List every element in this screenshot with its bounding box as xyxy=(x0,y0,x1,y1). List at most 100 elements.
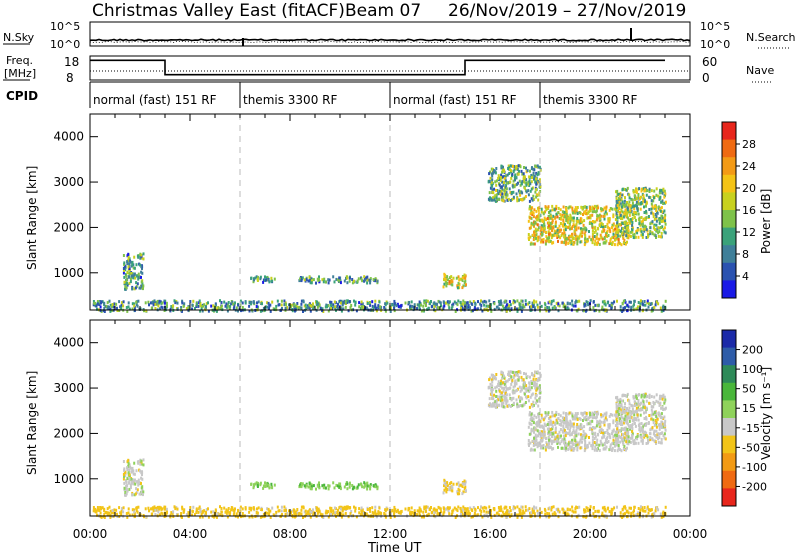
power-cell xyxy=(532,215,535,219)
power-cell xyxy=(362,305,364,309)
velocity-cell xyxy=(266,511,269,515)
velocity-cell xyxy=(596,421,599,425)
velocity-cell xyxy=(521,397,524,401)
velocity-cell xyxy=(631,404,634,408)
power-cell xyxy=(644,224,646,228)
power-cell xyxy=(602,241,605,245)
power-cell xyxy=(351,281,354,285)
velocity-cell xyxy=(540,446,543,450)
velocity-cell xyxy=(495,373,498,376)
power-cell xyxy=(509,164,512,168)
velocity-cell xyxy=(565,431,568,435)
power-cell xyxy=(653,223,656,227)
velocity-cell xyxy=(497,506,500,509)
velocity-cell xyxy=(551,414,554,418)
power-cell xyxy=(549,213,552,217)
velocity-cell xyxy=(375,515,378,519)
velocity-cell xyxy=(298,485,301,489)
velocity-cell xyxy=(620,449,623,453)
power-cell xyxy=(612,232,615,236)
velocity-cell xyxy=(601,443,604,447)
velocity-cell xyxy=(626,446,628,450)
power-cell xyxy=(528,179,531,183)
power-cell xyxy=(502,165,504,169)
velocity-cell xyxy=(661,515,664,519)
velocity-cell xyxy=(439,507,442,511)
velocity-cell xyxy=(535,394,538,398)
velocity-cell xyxy=(603,441,606,445)
velocity-cell xyxy=(569,508,572,512)
power-cell xyxy=(128,267,131,270)
power-cell xyxy=(130,274,133,278)
power-cell xyxy=(384,302,387,306)
velocity-cell xyxy=(498,509,501,513)
velocity-cell xyxy=(372,512,375,515)
power-cell xyxy=(516,167,519,171)
power-cell xyxy=(101,300,104,304)
power-cell xyxy=(459,301,462,305)
power-cell xyxy=(589,209,592,213)
power-cell xyxy=(477,300,479,304)
velocity-cell xyxy=(365,482,368,486)
power-cell xyxy=(140,270,143,274)
velocity-cell xyxy=(661,405,664,409)
power-cell xyxy=(632,304,635,308)
power-cell xyxy=(568,224,571,228)
velocity-cell xyxy=(627,424,630,428)
velocity-cell xyxy=(357,483,360,487)
power-cell xyxy=(591,207,594,211)
velocity-cell xyxy=(163,505,166,509)
velocity-cell xyxy=(630,412,633,416)
velocity-cell xyxy=(655,421,658,424)
velocity-cell xyxy=(506,513,509,517)
velocity-cell xyxy=(438,506,441,510)
power-cell xyxy=(542,229,545,233)
power-cell xyxy=(639,302,642,306)
power-cell xyxy=(540,240,543,244)
velocity-cell xyxy=(241,507,244,511)
velocity-cell xyxy=(275,510,278,514)
velocity-cell xyxy=(139,469,141,473)
velocity-cell xyxy=(655,415,658,419)
velocity-cell xyxy=(655,506,658,510)
velocity-cell xyxy=(561,429,564,433)
power-cell xyxy=(567,241,570,245)
power-cell xyxy=(310,281,313,285)
power-cell xyxy=(561,210,564,214)
velocity-cell xyxy=(124,474,127,478)
velocity-cell xyxy=(589,505,592,509)
velocity-cell xyxy=(650,508,653,512)
power-cell xyxy=(493,187,496,191)
velocity-cell xyxy=(593,437,596,440)
power-cell xyxy=(132,263,135,267)
power-cell xyxy=(341,303,344,307)
power-cell xyxy=(662,187,665,191)
power-cell xyxy=(637,200,639,204)
power-cell xyxy=(606,222,609,226)
power-cell xyxy=(619,211,622,214)
power-cell xyxy=(156,300,159,304)
power-cell xyxy=(628,300,631,304)
velocity-cell xyxy=(509,509,512,513)
velocity-cell xyxy=(661,431,664,435)
power-cell xyxy=(546,207,549,211)
velocity-cell xyxy=(416,513,418,517)
velocity-cell xyxy=(543,432,546,436)
power-cell xyxy=(652,212,655,216)
velocity-cell xyxy=(490,388,493,392)
power-cell xyxy=(615,206,618,210)
power-cell xyxy=(158,301,161,305)
velocity-cell xyxy=(595,441,598,445)
velocity-cell xyxy=(135,480,138,484)
velocity-cell xyxy=(463,479,466,483)
velocity-cell xyxy=(132,472,135,476)
velocity-cell xyxy=(372,484,375,488)
power-cell xyxy=(549,226,552,230)
velocity-cell xyxy=(536,387,539,391)
power-cell xyxy=(452,302,455,306)
power-cell xyxy=(549,222,552,225)
velocity-cell xyxy=(462,505,465,509)
velocity-cell xyxy=(354,509,357,513)
nave-tick-top: 60 xyxy=(702,55,717,69)
velocity-cell xyxy=(286,512,289,516)
